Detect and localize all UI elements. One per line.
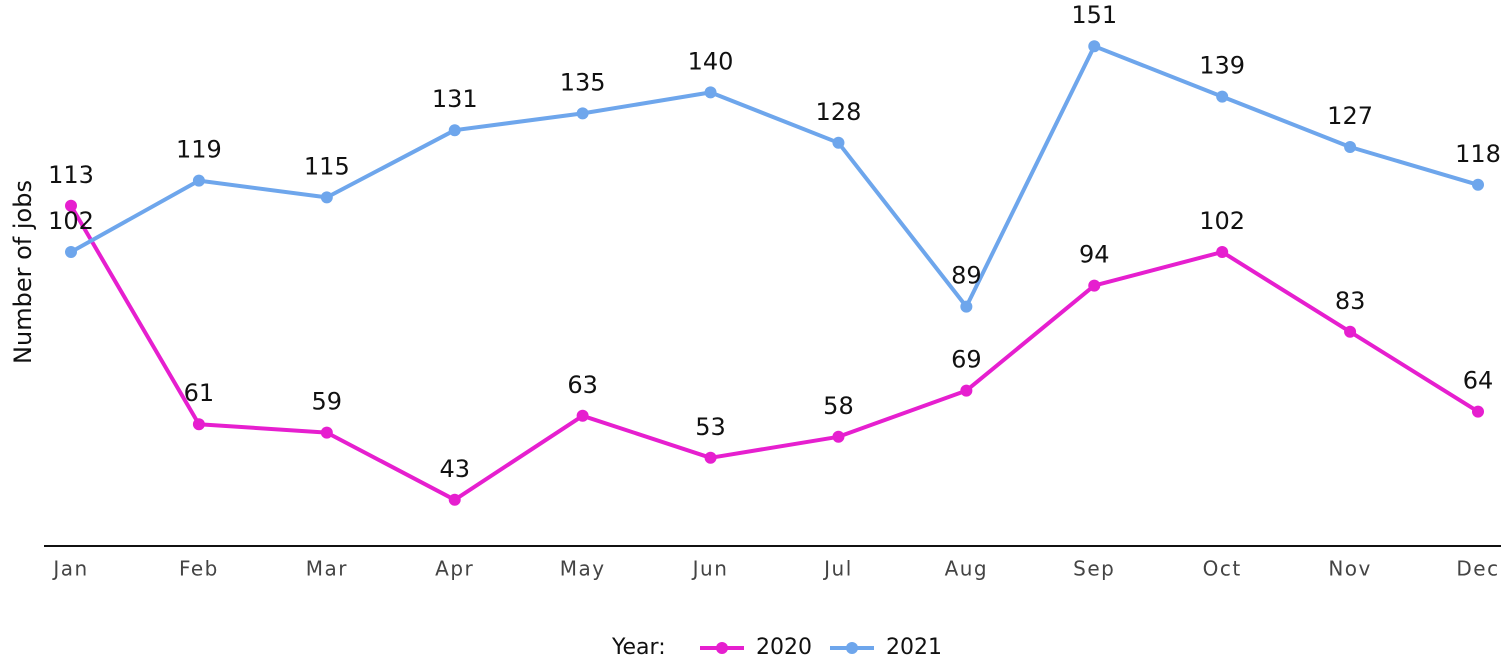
x-tick-label: Sep bbox=[1073, 557, 1115, 581]
data-label: 58 bbox=[823, 392, 854, 420]
legend-dot bbox=[716, 642, 728, 654]
point bbox=[1088, 279, 1101, 292]
x-tick-label: Nov bbox=[1328, 557, 1372, 581]
point bbox=[65, 199, 77, 212]
point bbox=[832, 136, 845, 149]
point bbox=[448, 124, 461, 137]
x-tick-label: Aug bbox=[945, 557, 989, 581]
x-tick-label: May bbox=[560, 557, 606, 581]
point bbox=[320, 426, 333, 439]
data-label: 135 bbox=[560, 68, 606, 96]
point bbox=[192, 174, 205, 187]
point bbox=[576, 107, 589, 120]
data-label: 63 bbox=[567, 371, 598, 399]
data-label: 115 bbox=[304, 152, 350, 180]
data-label: 61 bbox=[184, 379, 215, 407]
point bbox=[448, 493, 461, 506]
data-label: 53 bbox=[695, 413, 726, 441]
data-label: 128 bbox=[816, 98, 862, 126]
point bbox=[1344, 325, 1357, 338]
data-label: 139 bbox=[1199, 52, 1245, 80]
legend-label: 2020 bbox=[756, 635, 812, 660]
x-tick-label: Apr bbox=[435, 557, 474, 581]
data-label: 94 bbox=[1079, 241, 1110, 269]
x-tick-label: Jul bbox=[822, 557, 853, 581]
point bbox=[192, 418, 205, 431]
x-tick-label: Feb bbox=[179, 557, 219, 581]
data-label: 102 bbox=[1199, 207, 1245, 235]
point bbox=[65, 246, 77, 258]
point bbox=[320, 191, 333, 204]
point bbox=[704, 86, 717, 99]
data-label: 127 bbox=[1327, 102, 1373, 130]
data-label: 64 bbox=[1463, 367, 1494, 395]
data-label: 113 bbox=[48, 161, 94, 189]
point bbox=[1472, 405, 1484, 418]
y-axis-label: Number of jobs bbox=[9, 180, 37, 364]
data-label: 69 bbox=[951, 346, 982, 374]
point bbox=[1216, 246, 1229, 258]
x-tick-label: Jun bbox=[691, 557, 729, 581]
point bbox=[832, 430, 845, 443]
data-label: 151 bbox=[1071, 1, 1117, 29]
data-label: 43 bbox=[439, 455, 470, 483]
data-label: 140 bbox=[688, 47, 734, 75]
point bbox=[960, 300, 973, 313]
point bbox=[576, 409, 589, 422]
data-label: 89 bbox=[951, 262, 982, 290]
data-label: 131 bbox=[432, 85, 478, 113]
point bbox=[1088, 40, 1101, 53]
x-tick-label: Oct bbox=[1203, 557, 1242, 581]
point bbox=[1472, 178, 1484, 191]
point bbox=[960, 384, 973, 397]
data-label: 118 bbox=[1455, 140, 1501, 168]
legend-label: 2021 bbox=[886, 635, 942, 660]
x-tick-label: Mar bbox=[306, 557, 348, 581]
point bbox=[704, 451, 717, 464]
data-label: 59 bbox=[312, 388, 343, 416]
series-line bbox=[69, 204, 1480, 502]
data-label: 119 bbox=[176, 136, 222, 164]
point bbox=[1216, 90, 1229, 103]
data-label: 83 bbox=[1335, 287, 1366, 315]
legend-dot bbox=[846, 642, 858, 654]
point bbox=[1344, 141, 1357, 153]
x-tick-label: Jan bbox=[51, 557, 88, 581]
legend-title: Year: bbox=[611, 635, 666, 660]
data-label: 102 bbox=[48, 207, 94, 235]
series-line bbox=[70, 44, 1479, 309]
x-tick-label: Dec bbox=[1456, 557, 1499, 581]
